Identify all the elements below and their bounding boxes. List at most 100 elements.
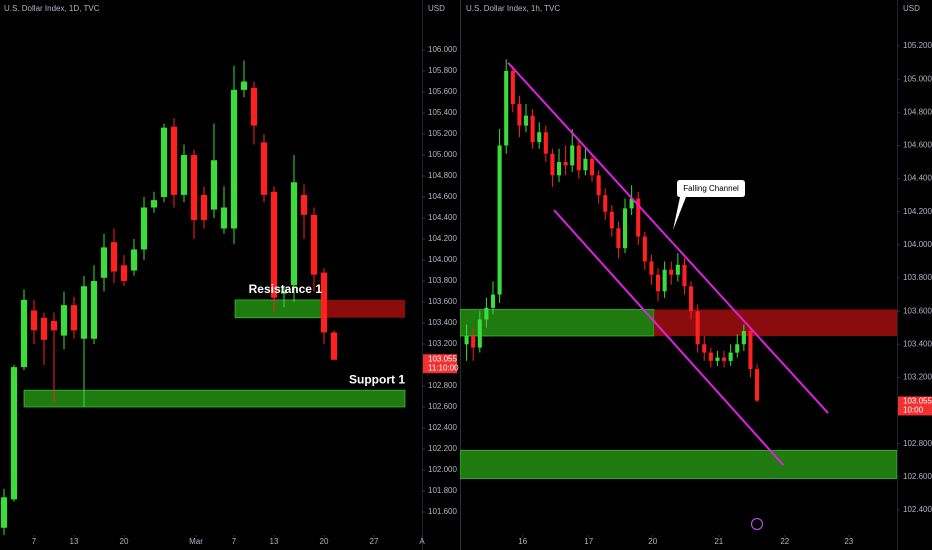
candle-body xyxy=(517,104,522,126)
y-tick-label: 102.200 xyxy=(428,444,457,453)
y-tick-label: 103.600 xyxy=(903,306,932,315)
candle-body xyxy=(543,132,548,154)
candle-body xyxy=(120,265,128,281)
candle-body xyxy=(100,247,108,278)
price-badge-value: 103.055 xyxy=(428,354,457,363)
y-tick-label: 103.800 xyxy=(428,276,457,285)
candle-body xyxy=(310,214,318,275)
candle-body xyxy=(735,344,740,353)
y-tick-label: 105.000 xyxy=(428,150,457,159)
candle-body xyxy=(300,194,308,215)
y-tick-label: 103.600 xyxy=(428,297,457,306)
candle-body xyxy=(30,310,38,331)
candle-body xyxy=(755,369,760,401)
y-tick-label: 101.600 xyxy=(428,507,457,516)
candle-body xyxy=(655,274,661,292)
candle-body xyxy=(140,207,148,250)
plot xyxy=(460,59,897,479)
candle-body xyxy=(629,198,634,209)
candle-body xyxy=(160,127,168,197)
candle-body xyxy=(10,367,18,500)
x-tick-label: Mar xyxy=(189,537,203,546)
candle-body xyxy=(688,286,694,312)
y-tick-label: 103.200 xyxy=(428,339,457,348)
zone-label: Resistance 1 xyxy=(249,282,323,296)
candle-body xyxy=(510,70,515,105)
y-tick-label: 104.400 xyxy=(428,213,457,222)
y-tick-label: 106.000 xyxy=(428,45,457,54)
price-badge-time: 11:10:00 xyxy=(428,363,459,372)
y-tick-label: 105.200 xyxy=(428,129,457,138)
zone xyxy=(23,389,406,408)
callout-text: Falling Channel xyxy=(683,184,739,193)
candle-body xyxy=(20,299,28,368)
zone-label: Support 1 xyxy=(349,372,405,386)
y-tick-label: 102.600 xyxy=(428,402,457,411)
candle-body xyxy=(60,305,68,336)
candle-body xyxy=(530,115,535,143)
candle-body xyxy=(290,182,298,286)
callout xyxy=(673,180,745,230)
y-tick-label: 102.400 xyxy=(428,423,457,432)
y-tick-label: 105.000 xyxy=(903,74,932,83)
candle-body xyxy=(250,87,258,126)
panel-title: U.S. Dollar Index, 1h, TVC xyxy=(466,4,560,13)
candle-body xyxy=(662,269,667,292)
y-tick-label: 102.000 xyxy=(428,465,457,474)
channel-line xyxy=(553,209,785,466)
candle-body xyxy=(260,142,268,195)
candle-body xyxy=(477,319,482,348)
candle-body xyxy=(741,331,746,345)
candle-body xyxy=(80,286,88,339)
candle-body xyxy=(523,115,529,126)
candle-body xyxy=(669,269,674,275)
y-tick-label: 104.800 xyxy=(903,107,932,116)
y-tick-label: 104.200 xyxy=(903,207,932,216)
candle-body xyxy=(490,294,496,308)
candle-body xyxy=(642,236,647,262)
x-tick-label: 13 xyxy=(70,537,79,546)
zone xyxy=(460,449,897,479)
candle-body xyxy=(616,228,621,249)
event-icon[interactable] xyxy=(750,517,764,531)
y-tick-label: 105.800 xyxy=(428,66,457,75)
panel-title: U.S. Dollar Index, 1D, TVC xyxy=(4,4,100,13)
candle-body xyxy=(50,320,58,331)
currency: USD xyxy=(903,4,920,13)
candle-body xyxy=(464,336,469,345)
zone xyxy=(460,309,655,337)
x-tick-label: A xyxy=(419,537,425,546)
candle-body xyxy=(636,198,641,237)
y-tick-label: 102.800 xyxy=(903,439,932,448)
candle-body xyxy=(330,332,338,360)
candle-body xyxy=(603,195,608,212)
x-tick-label: 27 xyxy=(370,537,379,546)
candle-body xyxy=(563,162,568,166)
candle-body xyxy=(471,336,476,348)
x-tick-label: 23 xyxy=(844,537,853,546)
candle-body xyxy=(110,242,118,272)
x-tick-label: 13 xyxy=(270,537,279,546)
x-tick-label: 20 xyxy=(120,537,129,546)
price-badge xyxy=(898,396,932,416)
candle-body xyxy=(200,194,208,221)
y-tick-label: 104.800 xyxy=(428,171,457,180)
candle-body xyxy=(170,126,178,195)
candle-body xyxy=(210,160,218,210)
price-badge-time: 10:00 xyxy=(903,406,924,415)
candle-body xyxy=(484,307,489,320)
candle-body xyxy=(609,211,614,229)
currency: USD xyxy=(428,4,445,13)
candle-body xyxy=(570,145,575,166)
y-tick-label: 103.400 xyxy=(903,339,932,348)
y-tick-label: 103.200 xyxy=(903,373,932,382)
zone xyxy=(322,299,405,318)
candle-body xyxy=(649,261,654,275)
x-tick-label: 7 xyxy=(32,537,37,546)
y-tick-label: 104.000 xyxy=(428,255,457,264)
candle-body xyxy=(280,291,288,294)
candle-body xyxy=(150,200,158,208)
candle-body xyxy=(596,175,601,196)
x-tick-label: 7 xyxy=(232,537,237,546)
candle-body xyxy=(583,158,588,171)
